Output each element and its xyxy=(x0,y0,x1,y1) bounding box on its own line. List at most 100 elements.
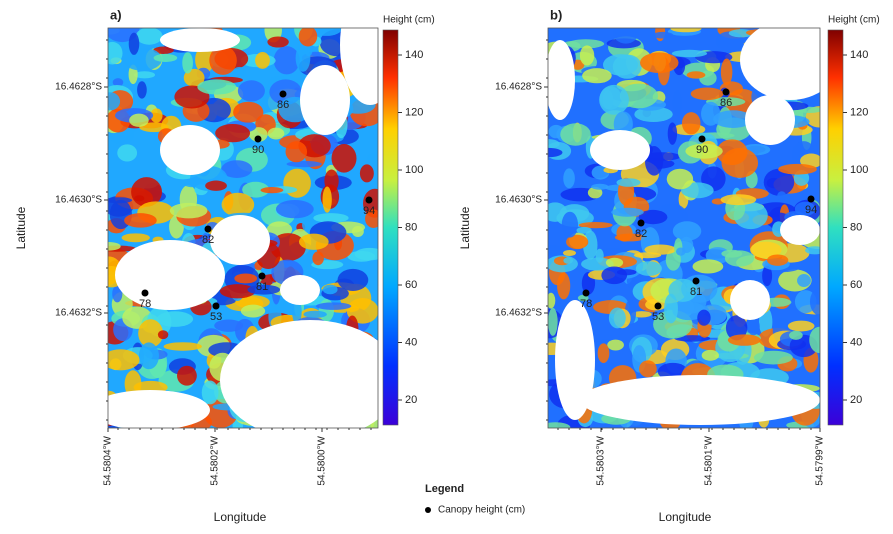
raster-patch xyxy=(209,45,237,75)
colorbar-tick-label: 120 xyxy=(405,106,423,118)
colorbar-tick-label: 60 xyxy=(850,279,862,291)
no-data xyxy=(160,28,240,52)
raster-patch xyxy=(134,71,156,79)
raster-patch xyxy=(214,319,243,332)
raster-patch xyxy=(548,124,564,139)
raster-patch xyxy=(672,89,682,117)
colorbar-tick-label: 40 xyxy=(405,336,417,348)
legend-item: Canopy height (cm) xyxy=(438,505,525,516)
canopy-point xyxy=(807,195,815,203)
raster-patch xyxy=(313,213,349,223)
point-label: 78 xyxy=(580,298,592,310)
raster-patch xyxy=(631,311,652,318)
raster-patch xyxy=(285,141,308,163)
raster-patch xyxy=(750,241,782,259)
raster-patch xyxy=(157,330,169,340)
raster-patch xyxy=(582,68,612,84)
raster-patch xyxy=(283,168,311,198)
no-data xyxy=(745,95,795,145)
raster-patch xyxy=(337,268,369,292)
colorbar-tick-label: 120 xyxy=(850,106,868,118)
no-data xyxy=(280,275,320,305)
raster-patch xyxy=(548,292,556,309)
raster-patch xyxy=(576,226,592,234)
raster-patch xyxy=(195,46,215,74)
raster-patch xyxy=(247,284,281,295)
raster-patch xyxy=(108,242,121,251)
x-tick-label: 54.5800°W xyxy=(317,435,328,485)
y-tick-label: 16.4632°S xyxy=(55,308,102,319)
raster-patch xyxy=(671,49,708,58)
raster-patch xyxy=(121,233,150,243)
raster-patch xyxy=(652,31,674,39)
colorbar-title: Height (cm) xyxy=(383,15,435,26)
y-axis-title: Latitude xyxy=(458,206,472,249)
raster-patch xyxy=(614,233,646,242)
raster-patch xyxy=(138,342,159,370)
x-tick-label: 54.5799°W xyxy=(815,435,826,485)
raster-patch xyxy=(298,28,318,47)
raster-patch xyxy=(809,326,820,354)
raster-patch xyxy=(794,201,816,217)
raster-patch xyxy=(237,80,265,102)
y-tick-label: 16.4628°S xyxy=(495,82,542,93)
raster-patch xyxy=(599,84,629,115)
raster-patch xyxy=(701,349,719,361)
raster-patch xyxy=(197,79,237,95)
raster-patch xyxy=(591,183,609,190)
raster-patch xyxy=(255,52,270,69)
raster-patch xyxy=(219,284,256,299)
raster-patch xyxy=(150,108,163,123)
y-tick-label: 16.4632°S xyxy=(495,308,542,319)
raster-patch xyxy=(108,92,121,111)
raster-patch xyxy=(242,181,270,198)
x-axis-title: Longitude xyxy=(659,510,712,524)
point-label: 86 xyxy=(277,99,289,111)
colorbar-tick-label: 140 xyxy=(850,49,868,61)
point-label: 81 xyxy=(690,286,702,298)
raster-patch xyxy=(566,234,589,250)
no-data xyxy=(730,280,770,320)
raster-patch xyxy=(672,301,706,321)
panel-label: a) xyxy=(110,7,122,22)
raster-patch xyxy=(747,317,760,336)
raster-patch xyxy=(108,41,123,65)
raster-patch xyxy=(138,319,164,348)
raster-patch xyxy=(112,78,124,87)
raster-patch xyxy=(787,320,815,332)
raster-patch xyxy=(727,334,761,346)
raster-patch xyxy=(608,307,626,329)
raster-patch xyxy=(562,249,577,257)
raster-patch xyxy=(635,261,663,276)
legend-marker xyxy=(425,507,431,513)
point-label: 94 xyxy=(805,204,817,216)
raster xyxy=(108,28,378,428)
raster-patch xyxy=(235,295,270,309)
point-label: 90 xyxy=(696,144,708,156)
raster-patch xyxy=(720,194,757,206)
raster-patch xyxy=(619,83,658,109)
raster-patch xyxy=(690,87,724,101)
raster-patch xyxy=(720,58,733,86)
colorbar-tick-label: 140 xyxy=(405,49,423,61)
colorbar-tick-label: 100 xyxy=(850,164,868,176)
raster-patch xyxy=(201,380,219,405)
colorbar-tick-label: 100 xyxy=(405,164,423,176)
raster-patch xyxy=(713,110,753,128)
raster-patch xyxy=(643,152,681,161)
raster-patch xyxy=(578,222,613,229)
colorbar-title: Height (cm) xyxy=(828,15,880,26)
raster-patch xyxy=(581,257,614,271)
legend-title: Legend xyxy=(425,483,464,495)
raster-patch xyxy=(612,28,639,44)
raster-patch xyxy=(666,168,694,190)
raster-patch xyxy=(616,269,637,276)
raster-patch xyxy=(639,52,679,73)
raster-patch xyxy=(644,244,677,255)
raster-patch xyxy=(177,365,197,386)
raster-patch xyxy=(634,106,673,123)
raster-patch xyxy=(557,272,571,300)
raster-patch xyxy=(548,202,568,222)
no-data xyxy=(115,240,225,310)
y-tick-label: 16.4630°S xyxy=(495,195,542,206)
